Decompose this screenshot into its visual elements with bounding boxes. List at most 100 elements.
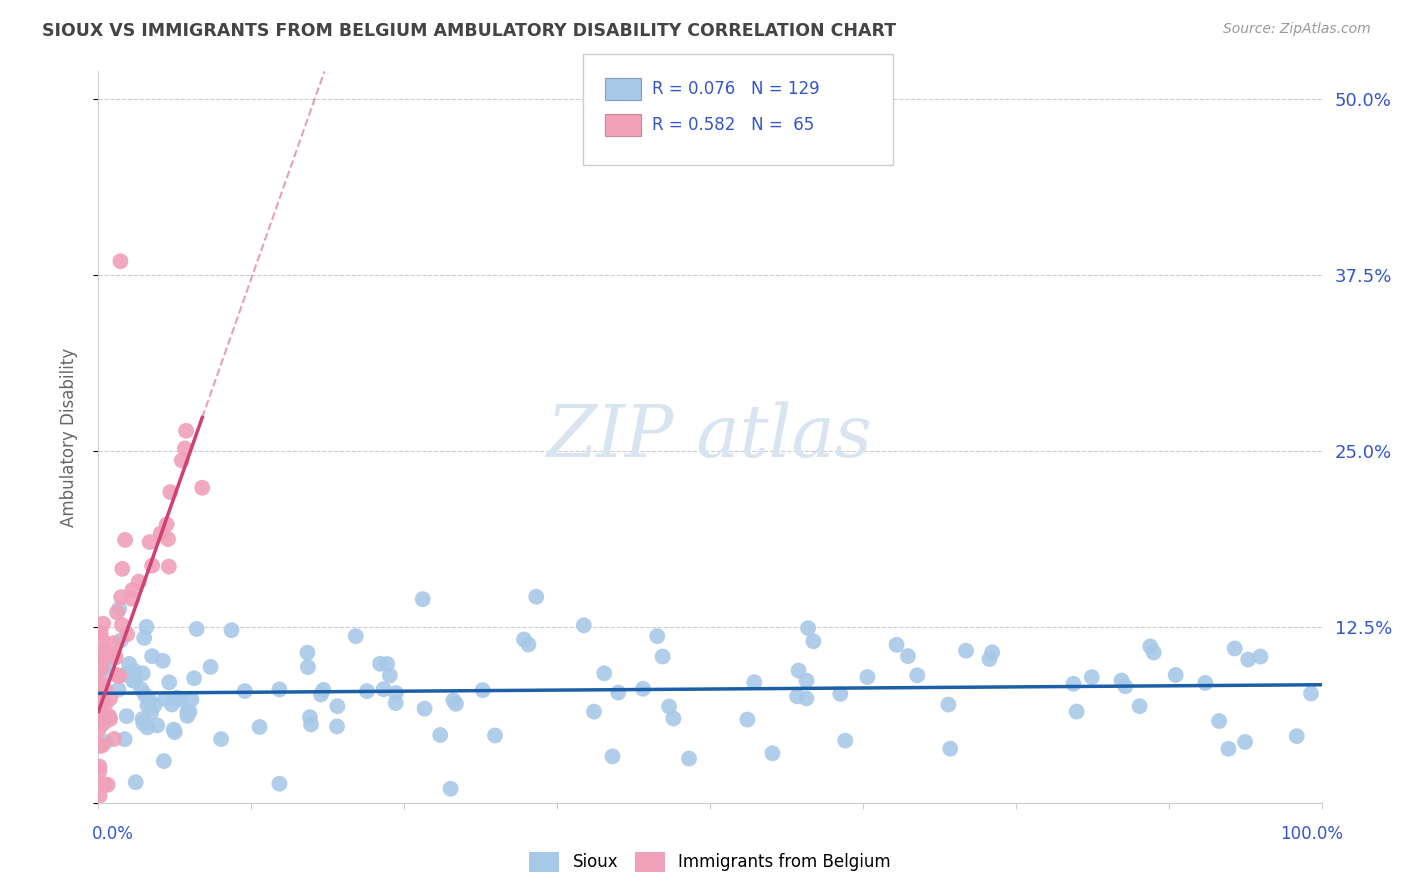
Text: R = 0.076   N = 129: R = 0.076 N = 129 (652, 80, 820, 98)
Point (797, 621, 820, 635)
Point (136, 698, 159, 713)
Point (572, 618, 595, 632)
Point (91, 616, 114, 631)
Point (326, 699, 349, 714)
Point (98, 712, 121, 726)
Point (678, 751, 700, 765)
Point (517, 637, 540, 651)
Point (221, 624, 243, 638)
Point (593, 666, 616, 681)
Point (174, 424, 197, 438)
Point (141, 649, 163, 664)
Point (658, 699, 681, 714)
Point (94, 697, 117, 711)
Point (139, 706, 162, 720)
Point (94, 682, 117, 697)
Point (761, 746, 783, 760)
Point (87, 657, 110, 671)
Point (135, 620, 157, 634)
Point (191, 481, 214, 495)
Legend: Sioux, Immigrants from Belgium: Sioux, Immigrants from Belgium (523, 845, 897, 879)
Point (1249, 649, 1271, 664)
Point (344, 629, 367, 643)
Text: 100.0%: 100.0% (1279, 825, 1343, 843)
Point (1062, 677, 1084, 691)
Point (413, 701, 436, 715)
Point (89, 675, 111, 690)
Point (602, 749, 624, 764)
Point (159, 485, 181, 500)
Point (134, 688, 156, 702)
Point (91, 679, 114, 693)
Point (298, 710, 321, 724)
Point (368, 657, 391, 671)
Point (412, 592, 434, 607)
Point (111, 618, 134, 632)
Point (169, 692, 191, 706)
Point (146, 718, 169, 732)
Point (441, 693, 464, 707)
Point (89, 738, 111, 752)
Point (91, 710, 114, 724)
Point (136, 720, 159, 734)
Point (97, 778, 120, 792)
Point (143, 698, 166, 713)
Y-axis label: Ambulatory Disability: Ambulatory Disability (59, 348, 77, 526)
Point (115, 709, 138, 723)
Point (132, 716, 155, 731)
Point (981, 645, 1004, 659)
Point (1081, 670, 1104, 684)
Point (141, 558, 163, 573)
Point (105, 606, 128, 620)
Point (631, 681, 654, 696)
Point (897, 649, 920, 664)
Point (94, 735, 117, 749)
Point (104, 650, 127, 665)
Point (121, 591, 143, 606)
Point (607, 685, 630, 699)
Point (121, 582, 143, 597)
Point (979, 652, 1001, 666)
Point (91, 739, 114, 753)
Point (905, 668, 928, 682)
Point (176, 705, 198, 719)
Point (160, 698, 183, 712)
Point (886, 638, 908, 652)
Point (378, 668, 401, 682)
Point (249, 720, 271, 734)
Point (582, 705, 605, 719)
Point (89, 685, 111, 699)
Point (297, 660, 319, 674)
Text: SIOUX VS IMMIGRANTS FROM BELGIUM AMBULATORY DISABILITY CORRELATION CHART: SIOUX VS IMMIGRANTS FROM BELGIUM AMBULAT… (42, 22, 896, 40)
Point (309, 688, 332, 702)
Point (955, 643, 977, 657)
Point (98, 691, 121, 706)
Point (384, 696, 406, 710)
Point (1237, 652, 1260, 666)
Point (373, 682, 395, 697)
Point (93, 777, 115, 791)
Point (1299, 686, 1322, 700)
Point (356, 684, 378, 698)
Point (93, 716, 115, 731)
Point (153, 754, 176, 768)
Point (1285, 729, 1308, 743)
Point (170, 453, 193, 467)
Point (134, 631, 156, 645)
Point (94, 658, 117, 673)
Point (651, 649, 673, 664)
Point (156, 532, 179, 546)
Point (737, 713, 759, 727)
Point (162, 723, 184, 737)
Point (131, 682, 153, 697)
Point (122, 664, 145, 678)
Point (98, 709, 121, 723)
Point (89, 789, 111, 803)
Point (124, 670, 146, 684)
Point (157, 559, 180, 574)
Point (111, 562, 134, 576)
Point (94, 712, 117, 726)
Point (90, 701, 112, 715)
Point (471, 683, 494, 698)
Point (856, 670, 879, 684)
